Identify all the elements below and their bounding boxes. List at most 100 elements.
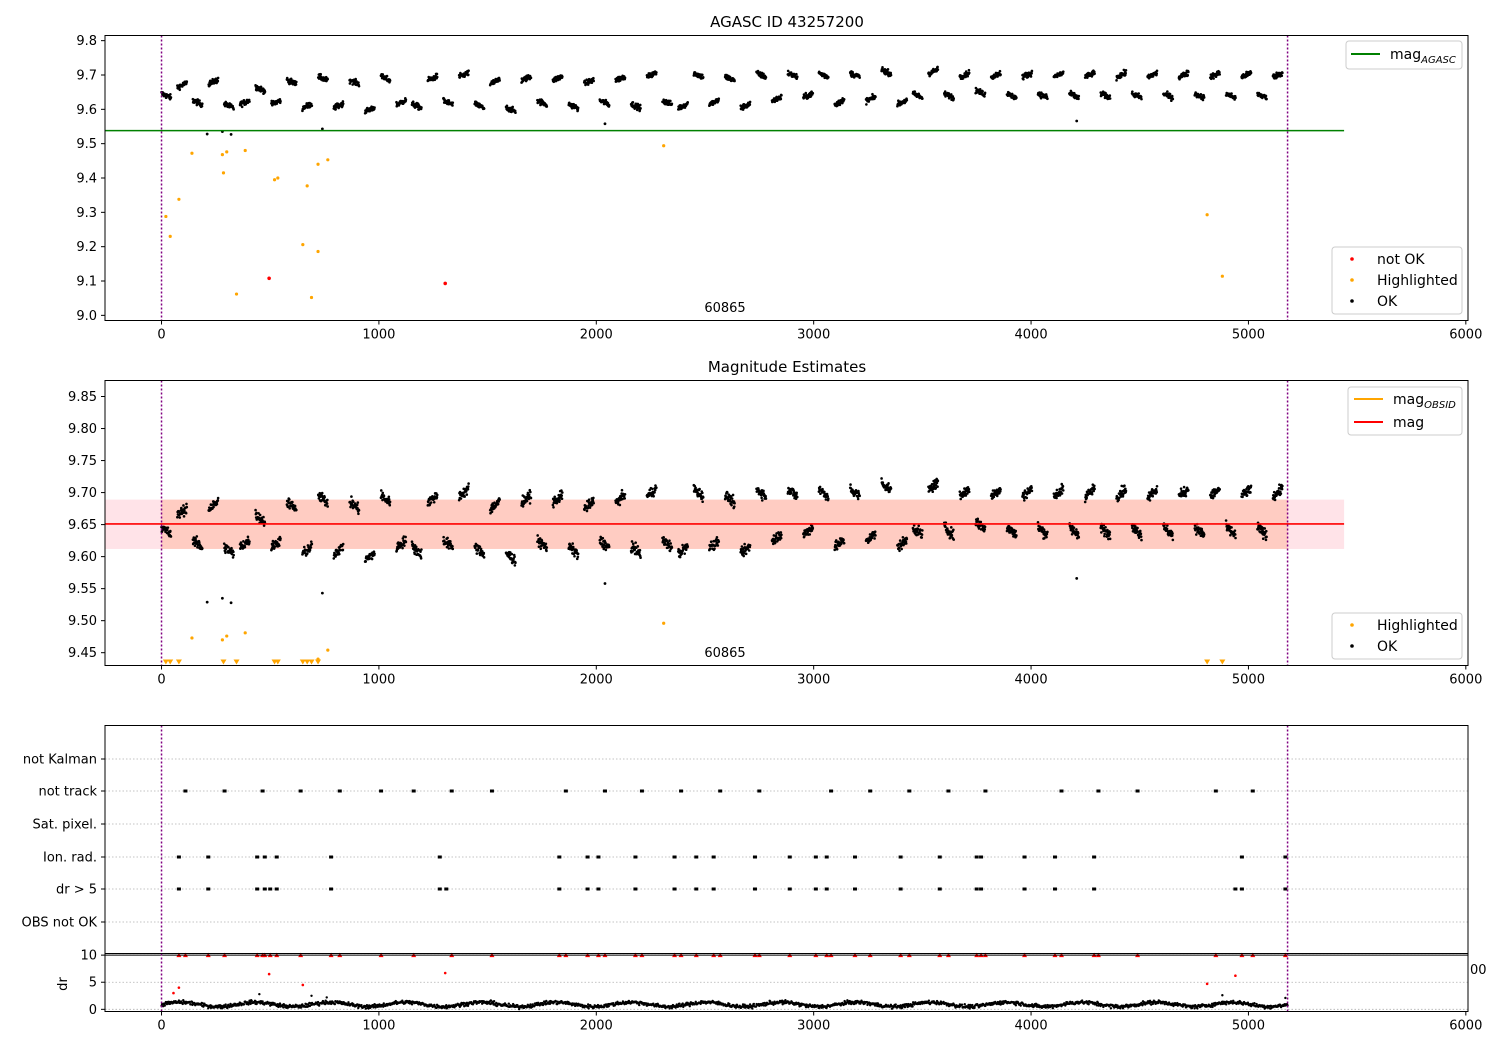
ok-point bbox=[540, 539, 544, 543]
ok-point bbox=[216, 498, 220, 502]
dr-ok-point bbox=[224, 1003, 227, 1006]
ok-point bbox=[585, 509, 589, 513]
ok-point bbox=[874, 534, 877, 537]
ok-point bbox=[201, 102, 204, 105]
ok-point bbox=[419, 557, 423, 560]
ok-point bbox=[357, 81, 360, 84]
ok-point bbox=[1046, 530, 1049, 534]
ok-point bbox=[388, 503, 392, 507]
ok-point bbox=[411, 100, 415, 104]
ok-point bbox=[631, 542, 635, 546]
highlighted-point bbox=[243, 148, 247, 153]
flag-mark bbox=[260, 789, 265, 793]
flag-mark bbox=[1022, 887, 1027, 891]
flag-mark bbox=[694, 887, 699, 891]
ok-point bbox=[466, 487, 470, 491]
ok-point bbox=[185, 502, 188, 506]
ok-point bbox=[1025, 496, 1029, 500]
ok-point bbox=[295, 80, 298, 84]
ok-point bbox=[1234, 536, 1237, 540]
ok-point bbox=[804, 91, 808, 95]
ok-point bbox=[195, 535, 199, 538]
ok-point bbox=[1055, 488, 1059, 492]
ok-point bbox=[1179, 487, 1183, 490]
ok-point bbox=[355, 503, 359, 507]
ok-point bbox=[818, 485, 822, 489]
flag-mark bbox=[787, 887, 792, 891]
ok-point bbox=[1115, 79, 1118, 82]
ok-point bbox=[1230, 526, 1233, 529]
ok-point bbox=[976, 517, 980, 521]
ok-point bbox=[1100, 531, 1103, 534]
ok-point bbox=[686, 100, 690, 104]
ok-point bbox=[449, 540, 452, 543]
ok-point bbox=[740, 545, 744, 548]
flag-mark bbox=[672, 887, 677, 891]
ok-point bbox=[1077, 94, 1081, 98]
ok-point bbox=[1015, 534, 1018, 537]
ok-point bbox=[1249, 484, 1253, 488]
ok-point bbox=[1140, 538, 1143, 542]
ok-point bbox=[952, 538, 956, 541]
ok-point bbox=[435, 493, 439, 497]
ok-point bbox=[1199, 93, 1203, 96]
ok-point bbox=[498, 498, 501, 501]
ok-point bbox=[823, 490, 826, 494]
highlighted-point bbox=[225, 634, 229, 638]
flag-mark bbox=[639, 789, 644, 793]
ok-point bbox=[1171, 538, 1175, 542]
ok-point bbox=[278, 97, 282, 101]
ok-point bbox=[1077, 536, 1081, 539]
ok-point bbox=[254, 508, 257, 512]
ok-point bbox=[498, 79, 501, 82]
ok-point bbox=[1085, 496, 1089, 500]
y-tick-label: 9.2 bbox=[76, 240, 97, 255]
ok-point bbox=[326, 498, 329, 502]
flag-mark bbox=[557, 887, 562, 891]
ok-point bbox=[795, 491, 798, 495]
panel2-title: Magnitude Estimates bbox=[708, 358, 866, 376]
ok-point bbox=[668, 549, 672, 553]
ok-point bbox=[764, 497, 768, 500]
ok-point bbox=[881, 66, 884, 69]
ok-point bbox=[576, 552, 580, 556]
flag-mark bbox=[1092, 887, 1097, 891]
flag-mark bbox=[268, 887, 273, 891]
ok-point bbox=[1182, 485, 1186, 489]
ok-point bbox=[521, 505, 525, 508]
flag-mark bbox=[596, 887, 601, 891]
ok-point bbox=[731, 493, 735, 497]
magnitude-estimates-panel: Magnitude Estimates 0 1000 2000 3000 4000 500… bbox=[68, 358, 1482, 688]
ok-point bbox=[681, 543, 684, 547]
ok-point bbox=[447, 547, 451, 550]
ok-point bbox=[248, 100, 251, 103]
ok-point bbox=[357, 84, 361, 88]
ok-point bbox=[182, 504, 185, 507]
ok-point bbox=[827, 497, 830, 500]
ok-outlier-point bbox=[220, 596, 224, 600]
ok-point bbox=[886, 67, 890, 71]
ok-point bbox=[701, 500, 704, 504]
ok-point bbox=[575, 548, 578, 552]
ok-point bbox=[212, 505, 215, 509]
ok-point bbox=[1265, 97, 1268, 101]
ok-outlier-point bbox=[205, 600, 209, 604]
ok-point bbox=[764, 76, 768, 79]
ok-point bbox=[900, 547, 903, 551]
ok-point bbox=[587, 498, 591, 502]
highlighted-point bbox=[305, 184, 309, 188]
ok-point bbox=[795, 75, 799, 78]
ok-point bbox=[999, 73, 1002, 76]
ok-point bbox=[225, 102, 229, 105]
ok-point bbox=[348, 82, 352, 85]
ok-point bbox=[1249, 491, 1252, 494]
y-tick-label: 9.60 bbox=[68, 550, 97, 565]
legend-ok-2: OK bbox=[1377, 639, 1398, 655]
ok-point bbox=[326, 505, 329, 508]
ok-point bbox=[655, 486, 658, 489]
clipped-value-marker bbox=[167, 659, 174, 665]
ok-point bbox=[467, 69, 470, 73]
ok-point bbox=[586, 83, 590, 86]
ok-outlier-point bbox=[229, 601, 233, 605]
ok-point bbox=[1261, 537, 1265, 541]
